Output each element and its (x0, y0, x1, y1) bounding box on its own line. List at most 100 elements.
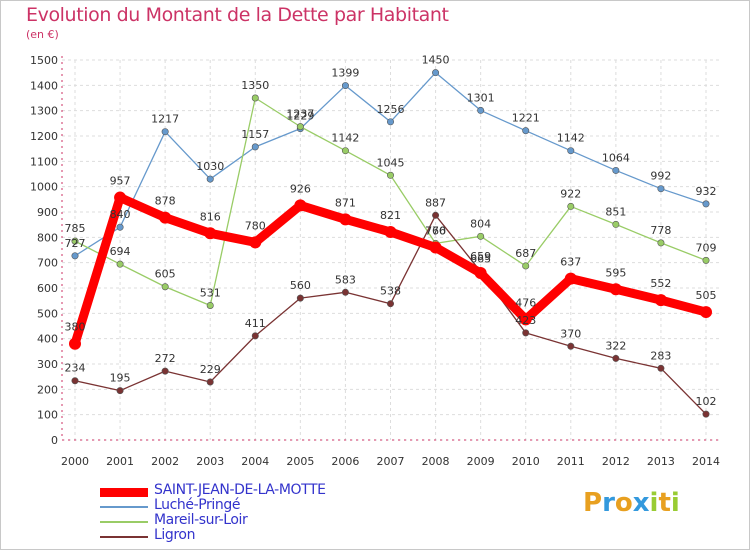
data-point (296, 294, 304, 302)
data-label: 1450 (422, 54, 450, 67)
data-label: 957 (110, 175, 131, 188)
data-point (251, 94, 259, 102)
data-point (69, 337, 81, 350)
data-label: 595 (605, 266, 626, 279)
x-tick-label: 2008 (422, 455, 450, 468)
data-label: 871 (335, 196, 356, 209)
x-tick-label: 2001 (106, 455, 134, 468)
data-point (564, 272, 577, 285)
data-point (567, 202, 575, 210)
data-point (657, 239, 665, 247)
data-label: 778 (650, 224, 671, 237)
data-point (432, 69, 440, 77)
y-tick-label: 400 (37, 333, 58, 346)
data-point (654, 294, 667, 307)
data-point (386, 171, 394, 179)
y-tick-label: 1000 (30, 181, 58, 194)
data-point (477, 106, 485, 114)
data-label: 476 (515, 296, 536, 309)
data-point (116, 387, 124, 395)
data-label: 816 (200, 210, 221, 223)
data-label: 992 (650, 170, 671, 183)
data-label: 370 (560, 327, 581, 340)
y-tick-label: 1100 (30, 155, 58, 168)
x-tick-label: 2010 (512, 455, 540, 468)
data-label: 102 (696, 395, 717, 408)
legend-label: Luché-Pringé (154, 497, 241, 513)
data-label: 560 (290, 279, 311, 292)
y-tick-label: 800 (37, 231, 58, 244)
x-tick-label: 2011 (557, 455, 585, 468)
data-label: 709 (696, 241, 717, 254)
legend-swatch (100, 536, 148, 538)
data-label: 605 (155, 268, 176, 281)
data-point (204, 227, 217, 240)
data-point (341, 288, 349, 296)
legend-swatch (100, 506, 148, 508)
logo-letter: r (602, 488, 615, 518)
data-point (522, 262, 530, 270)
data-label: 851 (605, 205, 626, 218)
logo-letter: x (632, 488, 650, 518)
data-point (116, 260, 124, 268)
data-label: 1350 (241, 79, 269, 92)
data-label: 1030 (196, 160, 224, 173)
data-point (251, 143, 259, 151)
y-tick-label: 500 (37, 307, 58, 320)
y-tick-label: 0 (51, 434, 58, 447)
data-label: 887 (425, 196, 446, 209)
data-point (161, 283, 169, 291)
data-label: 1142 (331, 132, 359, 145)
data-label: 821 (380, 209, 401, 222)
legend-swatch (100, 521, 148, 523)
logo-letter: i (670, 488, 680, 518)
data-point (432, 211, 440, 219)
data-point (294, 199, 307, 212)
data-label: 283 (650, 349, 671, 362)
data-label: 322 (605, 339, 626, 352)
data-label: 780 (245, 219, 266, 232)
data-label: 1217 (151, 113, 179, 126)
chart-title: Evolution du Montant de la Dette par Hab… (26, 4, 449, 26)
data-label: 804 (470, 217, 491, 230)
chart-subtitle: (en €) (26, 28, 59, 41)
x-tick-label: 2006 (331, 455, 359, 468)
data-label: 531 (200, 286, 221, 299)
logo-letter: P (583, 488, 603, 518)
data-label: 538 (380, 285, 401, 298)
x-tick-label: 2005 (286, 455, 314, 468)
data-label: 932 (696, 185, 717, 198)
data-point (159, 211, 172, 224)
data-point (702, 410, 710, 418)
y-tick-label: 200 (37, 383, 58, 396)
data-label: 840 (110, 208, 131, 221)
data-labels: 727 840 1217 1030 1157 1229 1399 1256 1450 1301 12… (65, 54, 717, 408)
x-tick-label: 2000 (61, 455, 89, 468)
data-label: 1045 (377, 156, 405, 169)
data-label: 665 (470, 253, 491, 266)
data-label: 411 (245, 317, 266, 330)
data-point (429, 241, 442, 254)
data-point (296, 123, 304, 131)
data-label: 637 (560, 256, 581, 269)
data-label: 926 (290, 182, 311, 195)
data-point (386, 118, 394, 126)
y-tick-label: 900 (37, 206, 58, 219)
x-tick-label: 2014 (692, 455, 720, 468)
data-point (341, 147, 349, 155)
legend-swatch (100, 488, 148, 497)
x-tick-label: 2013 (647, 455, 675, 468)
data-point (612, 166, 620, 174)
data-point (71, 252, 79, 260)
data-label: 1157 (241, 128, 269, 141)
x-tick-label: 2004 (241, 455, 269, 468)
x-tick-label: 2009 (467, 455, 495, 468)
data-label: 272 (155, 352, 176, 365)
y-tick-label: 1400 (30, 79, 58, 92)
data-point (251, 332, 259, 340)
data-point (657, 364, 665, 372)
x-tick-label: 2007 (377, 455, 405, 468)
y-tick-label: 300 (37, 358, 58, 371)
data-point (612, 354, 620, 362)
data-point (702, 200, 710, 208)
